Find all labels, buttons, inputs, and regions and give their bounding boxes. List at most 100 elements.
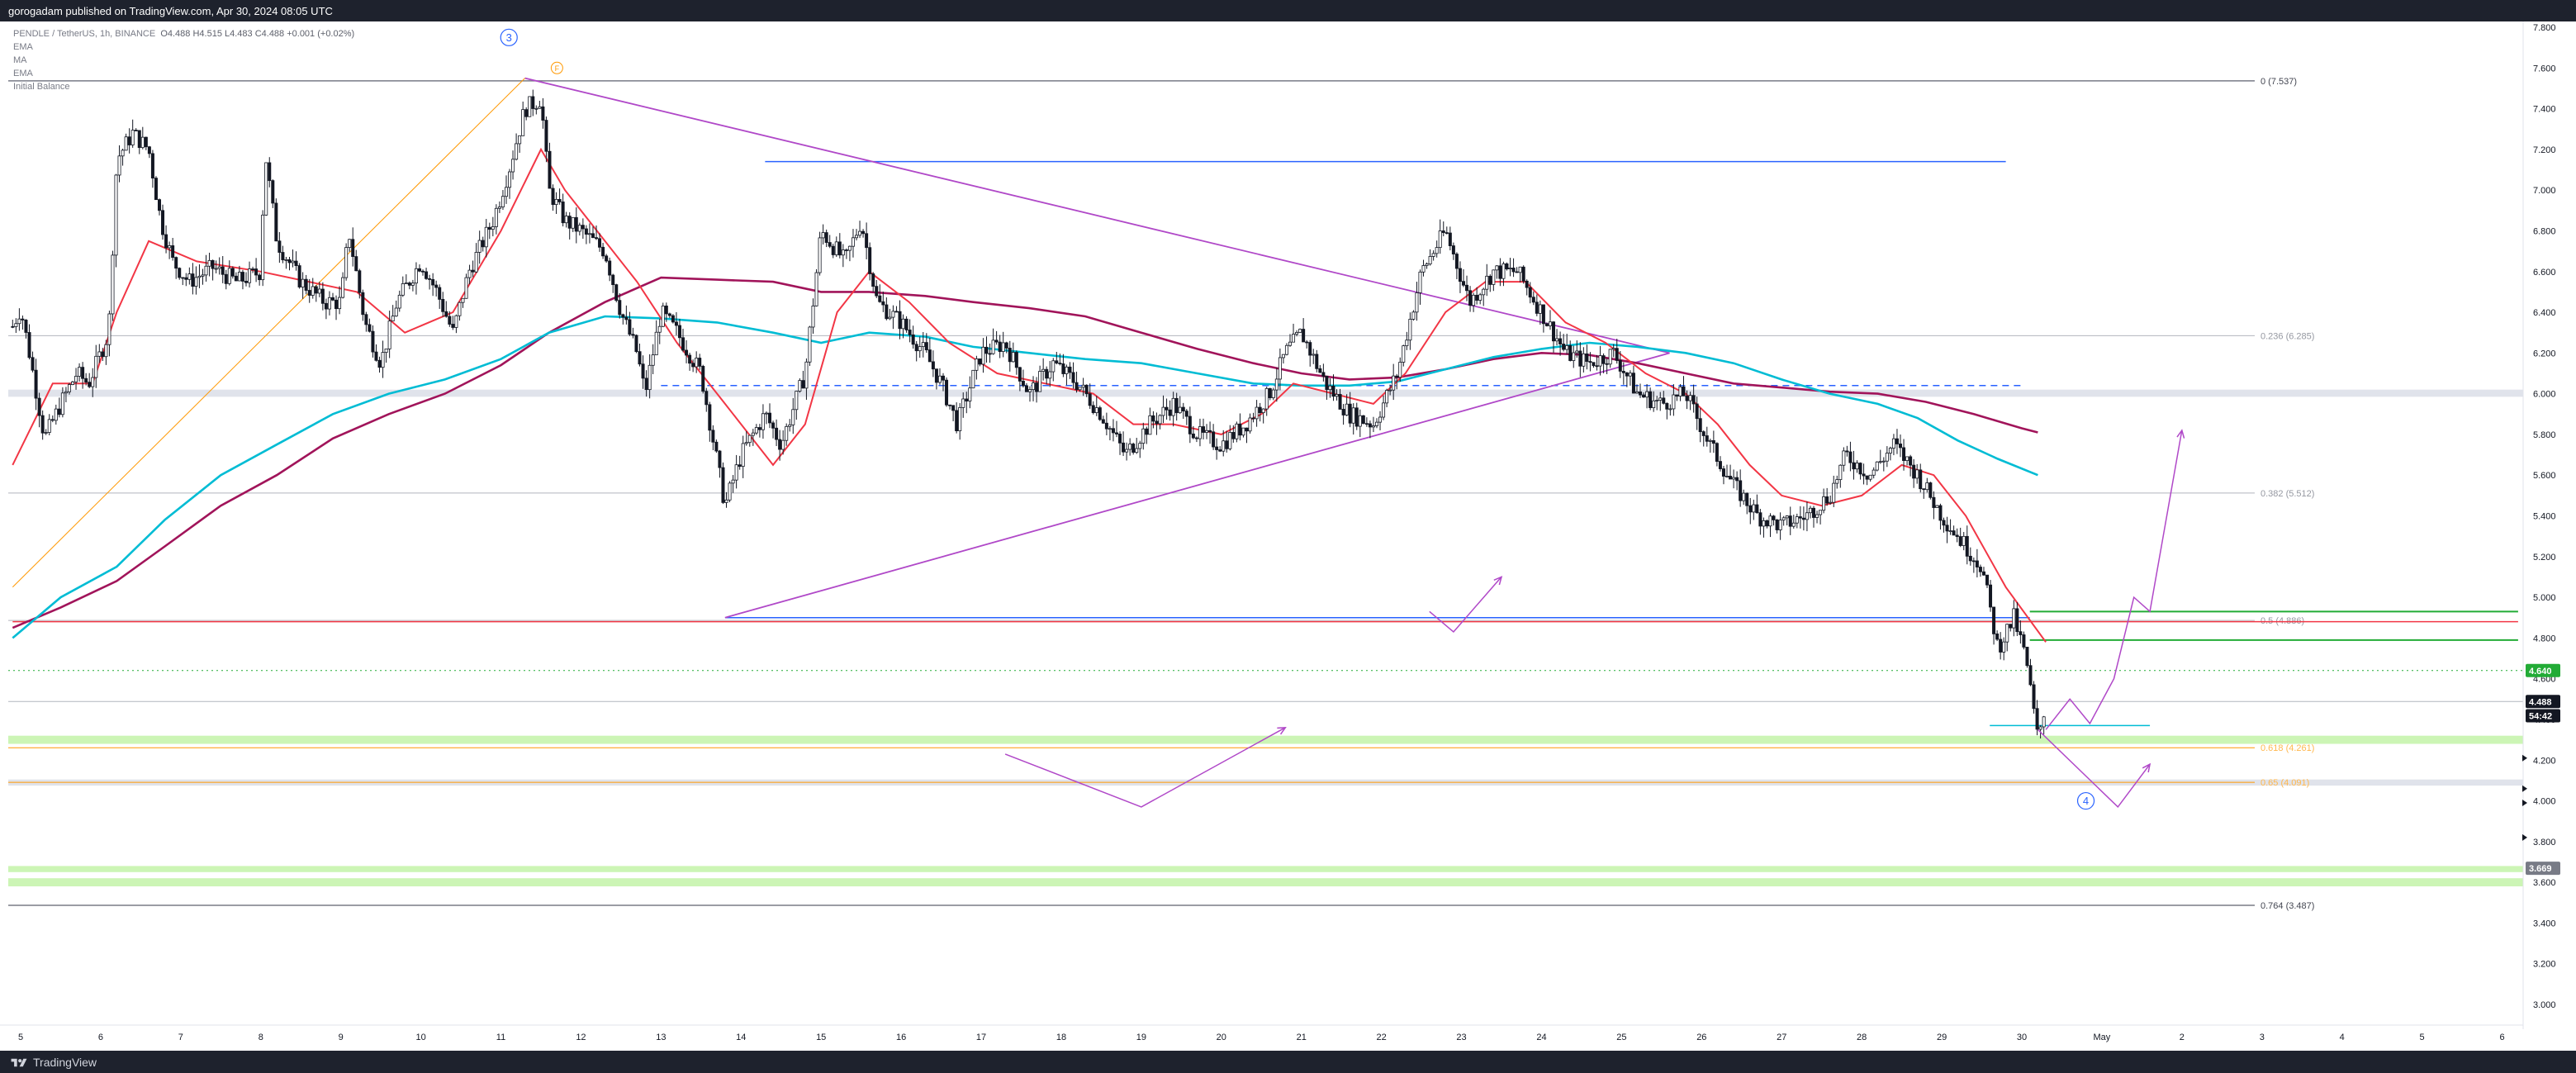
marker-label: F xyxy=(555,64,560,73)
candle-body xyxy=(1755,504,1759,514)
candle-body xyxy=(548,150,552,189)
candle-body xyxy=(1881,460,1886,463)
candle-body xyxy=(1639,392,1643,396)
candle-body xyxy=(1729,476,1733,480)
candle-body xyxy=(1241,427,1245,436)
candle-body xyxy=(1658,397,1663,401)
wave-label-circle[interactable] xyxy=(500,28,518,46)
candle-body xyxy=(1425,264,1429,266)
candle-body xyxy=(284,259,288,261)
candle-body xyxy=(264,162,268,216)
legend-symbol[interactable]: PENDLE / TetherUS, 1h, BINANCE xyxy=(13,29,156,39)
legend-indicator-initial-balance[interactable]: Initial Balance xyxy=(13,82,70,92)
candle-body xyxy=(1292,334,1296,343)
candle-body xyxy=(847,245,852,251)
candle-body xyxy=(1415,292,1419,313)
trend-line[interactable] xyxy=(12,78,525,588)
candle-body xyxy=(1482,288,1486,296)
candle-body xyxy=(1138,443,1142,449)
candle-body xyxy=(888,316,892,320)
candle-body xyxy=(1445,232,1449,235)
marker-circle xyxy=(550,61,563,74)
trend-line[interactable] xyxy=(724,352,1670,619)
candle-body xyxy=(1048,371,1052,379)
price-tag[interactable] xyxy=(2526,709,2560,723)
candle-body xyxy=(871,273,875,287)
candle-body xyxy=(1158,415,1162,425)
trend-line[interactable] xyxy=(524,77,1670,354)
candle-body xyxy=(81,367,85,379)
candle-body xyxy=(1942,520,1946,526)
candle-body xyxy=(1501,263,1506,279)
candle-body xyxy=(2035,708,2039,730)
candle-body xyxy=(1495,265,1499,271)
candle-body xyxy=(1378,416,1383,423)
price-tag[interactable] xyxy=(2526,663,2560,677)
candle-body xyxy=(1302,329,1306,343)
candle-body xyxy=(178,268,182,278)
candle-body xyxy=(1605,363,1609,365)
candle-body xyxy=(1448,232,1452,246)
legend-indicator-ema-2[interactable]: EMA xyxy=(13,69,33,78)
candle-body xyxy=(34,369,38,399)
axis-marker-icon[interactable] xyxy=(2522,833,2527,841)
candle-body xyxy=(174,257,178,269)
legend-indicator-ema-1[interactable]: EMA xyxy=(13,42,33,52)
candle-body xyxy=(1051,360,1056,373)
candle-body xyxy=(1068,366,1072,373)
candle-body xyxy=(1978,567,1982,572)
candle-body xyxy=(1251,417,1255,420)
tradingview-brand[interactable]: TradingView xyxy=(10,1056,97,1069)
wave-label-circle[interactable] xyxy=(2076,791,2095,810)
candle-body xyxy=(497,207,501,209)
axis-marker-icon[interactable] xyxy=(2522,800,2527,807)
candle-body xyxy=(1788,515,1792,527)
candle-body xyxy=(1878,461,1882,463)
candle-body xyxy=(1478,294,1483,301)
price-tag[interactable] xyxy=(2526,695,2560,709)
candle-body xyxy=(1865,475,1869,480)
projection-path[interactable] xyxy=(2045,430,2183,730)
time-tick-label: 22 xyxy=(1377,1033,1387,1042)
candle-body xyxy=(294,260,298,266)
price-tag[interactable] xyxy=(2526,862,2560,876)
time-tick-label: 7 xyxy=(178,1033,183,1042)
candle-body xyxy=(1732,477,1736,480)
candle-body xyxy=(801,380,805,389)
projection-path[interactable] xyxy=(1429,576,1502,634)
candle-body xyxy=(1598,355,1602,367)
price-tick-label: 7.600 xyxy=(2533,64,2556,74)
candle-body xyxy=(611,274,615,286)
candle-body xyxy=(878,295,882,302)
projection-arrowhead xyxy=(1493,576,1503,586)
candle-body xyxy=(1098,407,1102,420)
time-tick-label: 26 xyxy=(1696,1033,1706,1042)
candle-body xyxy=(768,412,772,424)
candle-body xyxy=(1368,423,1372,428)
candle-body xyxy=(254,268,259,276)
price-chart[interactable]: 0 (7.537)0.236 (6.285)0.382 (5.512)0.5 (… xyxy=(0,21,2576,1051)
axis-marker-icon[interactable] xyxy=(2522,754,2527,762)
candle-body xyxy=(168,245,172,249)
candle-body xyxy=(324,302,328,310)
candle-body xyxy=(1985,574,1990,586)
projection-path[interactable] xyxy=(2037,729,2151,809)
candle-body xyxy=(1454,254,1459,269)
axis-marker-icon[interactable] xyxy=(2522,785,2527,792)
candle-body xyxy=(714,441,719,452)
time-tick-label: 24 xyxy=(1536,1033,1546,1042)
legend-indicator-ma[interactable]: MA xyxy=(13,55,27,65)
candle-body xyxy=(1125,449,1129,453)
ema-slow-line xyxy=(12,276,2038,629)
candle-body xyxy=(2038,726,2042,730)
candle-body xyxy=(1258,406,1262,414)
candle-body xyxy=(1374,421,1378,426)
candle-body xyxy=(1135,448,1139,453)
candle-body xyxy=(40,415,45,434)
candle-body xyxy=(981,346,985,365)
price-axis[interactable] xyxy=(2523,21,2576,1051)
candle-body xyxy=(584,228,588,235)
projection-path[interactable] xyxy=(1004,727,1286,808)
candle-body xyxy=(1705,435,1709,442)
candle-body xyxy=(1008,348,1012,363)
